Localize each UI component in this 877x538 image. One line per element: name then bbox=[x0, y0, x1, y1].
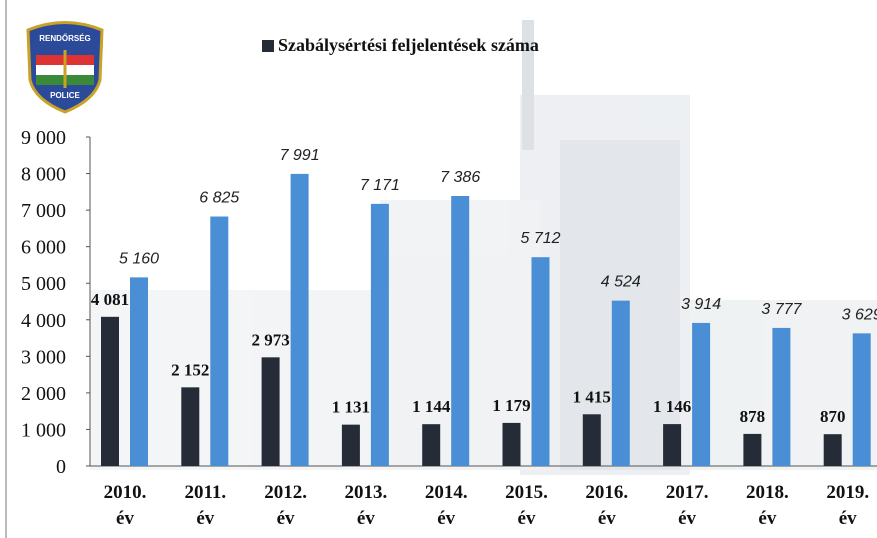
bar bbox=[823, 434, 842, 466]
y-tick-label: 7 000 bbox=[21, 200, 66, 222]
x-tick-label: 2010. év bbox=[103, 482, 147, 529]
y-tick-label: 9 000 bbox=[21, 127, 66, 149]
bar bbox=[181, 387, 200, 466]
bar bbox=[582, 414, 601, 466]
value-label: 3 629 bbox=[842, 306, 877, 323]
x-tick-label: 2011. év bbox=[184, 482, 227, 529]
bar bbox=[451, 196, 470, 466]
value-label: 5 712 bbox=[520, 230, 560, 247]
x-tick-label: 2019. év bbox=[826, 482, 870, 529]
logo: RENDŐRSÉG POLICE bbox=[26, 21, 104, 114]
legend-label: Szabálysértési feljelentések száma bbox=[278, 35, 539, 55]
value-label: 4 524 bbox=[601, 274, 641, 291]
logo-top: RENDŐRSÉG bbox=[39, 34, 91, 43]
bar bbox=[531, 257, 550, 466]
bar bbox=[663, 424, 682, 466]
bar bbox=[422, 424, 441, 466]
value-label: 5 160 bbox=[119, 250, 159, 267]
y-tick-label: 3 000 bbox=[21, 346, 66, 368]
y-tick-label: 6 000 bbox=[21, 237, 66, 259]
value-label: 4 081 bbox=[91, 290, 129, 309]
x-tick-label: 2018. év bbox=[746, 482, 789, 529]
x-tick-label: 2017. év bbox=[665, 482, 709, 529]
bar bbox=[852, 333, 871, 466]
value-label: 2 973 bbox=[251, 330, 289, 349]
bar bbox=[290, 173, 309, 466]
y-tick-label: 8 000 bbox=[21, 164, 66, 186]
bar bbox=[261, 357, 280, 466]
x-tick-label: 2015. év bbox=[505, 482, 548, 529]
y-tick-label: 2 000 bbox=[21, 383, 66, 405]
value-label: 3 914 bbox=[681, 296, 721, 313]
value-label: 7 171 bbox=[360, 177, 400, 194]
value-label: 2 152 bbox=[171, 360, 209, 379]
x-tick-label: 2012. év bbox=[264, 482, 307, 529]
value-label: 878 bbox=[740, 407, 766, 426]
value-label: 3 777 bbox=[761, 301, 802, 318]
x-tick-label: 2014. év bbox=[424, 482, 468, 529]
x-tick-label: 2016. év bbox=[585, 482, 629, 529]
bar bbox=[210, 216, 229, 466]
logo-bottom: POLICE bbox=[50, 91, 80, 100]
value-label: 1 179 bbox=[492, 396, 530, 415]
bar bbox=[130, 277, 148, 466]
legend-swatch bbox=[262, 40, 274, 52]
bar bbox=[772, 327, 791, 466]
y-tick-label: 5 000 bbox=[21, 273, 66, 295]
bar bbox=[341, 424, 360, 466]
value-label: 1 131 bbox=[332, 398, 370, 417]
y-tick-label: 1 000 bbox=[21, 419, 66, 441]
value-label: 1 144 bbox=[412, 397, 451, 416]
bar bbox=[611, 300, 630, 466]
y-tick-label: 0 bbox=[56, 456, 66, 478]
bar bbox=[743, 433, 762, 466]
value-label: 1 415 bbox=[573, 387, 611, 406]
value-label: 7 991 bbox=[280, 147, 320, 164]
value-label: 870 bbox=[820, 407, 846, 426]
y-tick-label: 4 000 bbox=[21, 310, 66, 332]
bar bbox=[101, 316, 119, 466]
x-tick-label: 2013. év bbox=[344, 482, 388, 529]
bar bbox=[370, 203, 389, 466]
value-label: 6 825 bbox=[199, 190, 239, 207]
value-label: 1 146 bbox=[653, 397, 691, 416]
bar bbox=[692, 322, 711, 466]
bar bbox=[502, 422, 521, 466]
value-label: 7 386 bbox=[440, 169, 480, 186]
